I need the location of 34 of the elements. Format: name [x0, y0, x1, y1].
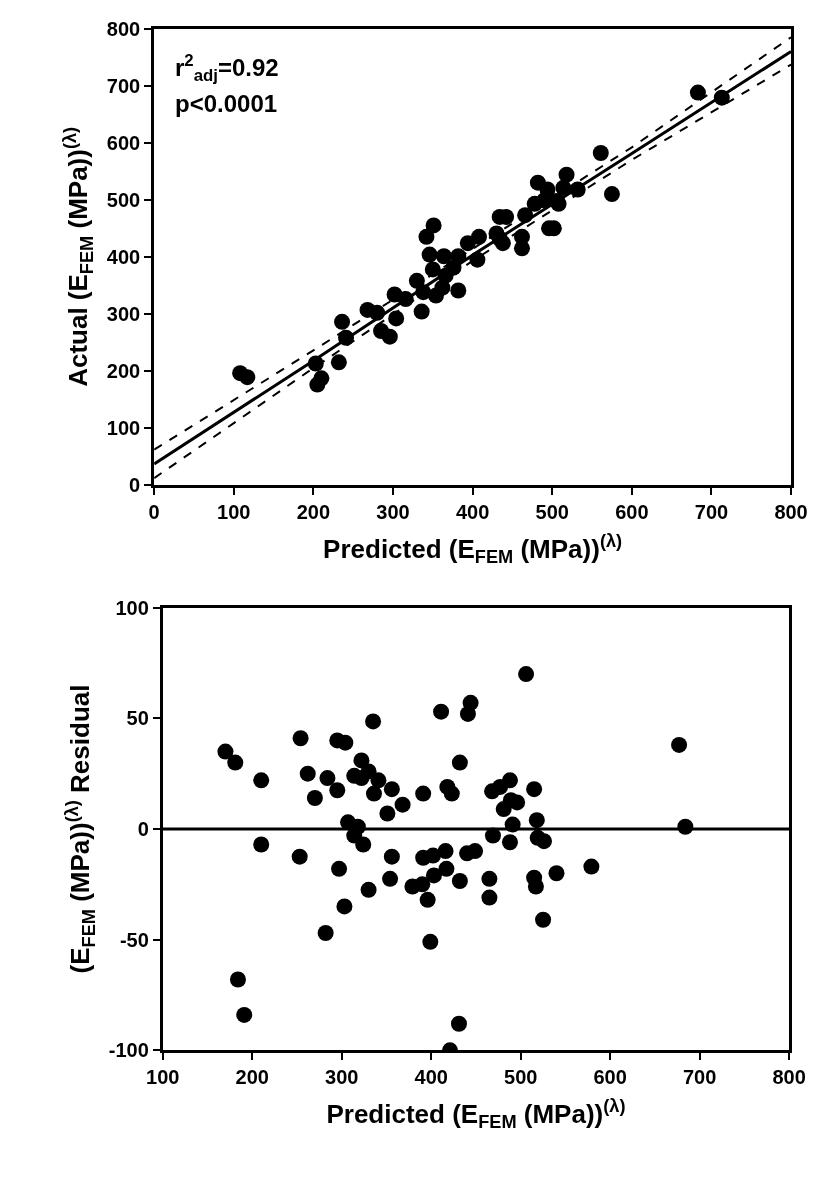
y-tick-label: 0 [137, 817, 149, 840]
x-axis-title: Predicted (E$_{FEM}$ (MPa))$^{(λ)}$ [326, 1096, 626, 1133]
x-tick-label: 300 [376, 501, 410, 524]
x-tick-label: 500 [535, 501, 569, 524]
y-tick-label: 100 [106, 416, 141, 439]
x-tick-label: 200 [235, 1066, 269, 1089]
x-tick-label: 600 [615, 501, 649, 524]
y-tick-label: 300 [106, 302, 141, 325]
x-tick-label: 100 [217, 501, 251, 524]
x-tick-label: 600 [593, 1066, 627, 1089]
x-tick-label: 200 [296, 501, 331, 524]
y-tick-label: -50 [119, 928, 149, 951]
y-tick-label: 700 [106, 74, 141, 97]
x-tick-label: 700 [694, 501, 729, 524]
x-tick-label: 400 [455, 501, 490, 524]
annotation: r$^{2}$$_{adj}$=0.92 [175, 51, 279, 86]
x-tick-label: 800 [772, 1066, 806, 1089]
x-tick-label: 700 [682, 1066, 717, 1089]
y-tick-label: 50 [126, 707, 149, 730]
y-tick-label: -100 [108, 1039, 149, 1062]
x-tick-label: 300 [325, 1066, 359, 1089]
y-tick-label: 0 [129, 474, 141, 497]
y-tick-label: 500 [106, 188, 141, 211]
x-tick-label: 400 [414, 1066, 448, 1089]
y-tick-label: 200 [106, 359, 141, 382]
y-tick-label: 600 [106, 131, 141, 154]
y-tick-label: 100 [115, 596, 149, 619]
y-tick-label: 800 [106, 17, 141, 40]
x-tick-label: 100 [146, 1066, 180, 1089]
y-tick-label: 400 [106, 245, 141, 268]
annotation: p<0.0001 [175, 90, 278, 117]
x-tick-label: 800 [774, 501, 808, 524]
x-tick-label: 500 [504, 1066, 538, 1089]
x-axis-title: Predicted (E$_{FEM}$ (MPa))$^{(λ)}$ [323, 530, 623, 568]
